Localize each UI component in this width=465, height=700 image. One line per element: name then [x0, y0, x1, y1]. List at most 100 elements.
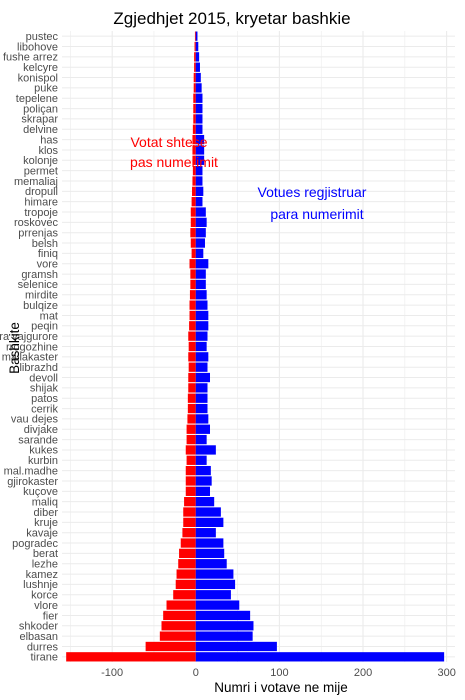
bar-blue [195, 610, 251, 621]
bar-red [183, 517, 196, 528]
bar-red [186, 424, 196, 434]
bar-red [192, 124, 196, 134]
bar-red [175, 579, 196, 590]
y-tick-label: libohove [17, 41, 58, 53]
bar-red [193, 93, 196, 103]
x-tick-label: 0 [193, 667, 199, 679]
x-tick-labels: -100 0 100 200 300 [101, 667, 456, 679]
y-tick-label: kolonje [23, 155, 58, 167]
bar-blue [195, 507, 221, 517]
bar-red [188, 331, 196, 341]
y-tick-label: maliq [32, 496, 58, 508]
bar-blue [195, 465, 211, 476]
bar-red [194, 41, 196, 52]
bar-red [193, 114, 196, 124]
bar-red [191, 197, 196, 207]
bar-blue [195, 497, 215, 507]
y-tick-label: finiq [38, 248, 58, 260]
y-tick-label: fier [43, 610, 59, 622]
bar-blue [195, 310, 209, 321]
y-tick-label: librazhd [19, 362, 58, 374]
annotation-blue-line1: Votues regjistruar [258, 184, 367, 200]
bar-red [188, 362, 196, 372]
y-tick-label: elbasan [19, 631, 58, 643]
y-tick-label: korce [31, 590, 58, 602]
bar-blue [195, 114, 203, 124]
bar-blue [195, 300, 208, 310]
bar-blue [195, 238, 205, 248]
y-axis-title: Bashkite [7, 322, 22, 374]
y-tick-label: shkoder [19, 621, 58, 633]
y-tick-label: kuçove [23, 486, 58, 498]
bar-red [173, 590, 196, 600]
bar-blue [195, 145, 205, 155]
bar-blue [195, 41, 199, 52]
bar-blue [195, 124, 203, 134]
y-tick-label: lushnje [23, 579, 58, 591]
y-tick-label: ura vajgurore [0, 331, 58, 343]
y-tick-label: divjake [24, 424, 58, 436]
y-tick-label: kelcyre [23, 62, 58, 74]
y-tick-label: puke [34, 83, 58, 95]
bar-red [159, 631, 196, 641]
bar-blue [195, 321, 209, 331]
x-axis-title: Numri i votave ne mije [214, 680, 348, 695]
bar-blue [195, 538, 224, 548]
bar-red [161, 621, 196, 631]
bar-red [188, 341, 196, 352]
bar-blue [195, 445, 216, 455]
bar-red [188, 352, 196, 362]
bar-blue [195, 476, 212, 486]
y-tick-label: patos [31, 393, 58, 405]
y-tick-label: pogradec [12, 538, 58, 550]
bar-blue [195, 228, 206, 238]
x-tick-label: 100 [270, 667, 288, 679]
bar-blue [195, 165, 203, 176]
bar-blue [195, 52, 200, 62]
bar-red [194, 52, 196, 62]
y-tick-label: shijak [30, 383, 59, 395]
chart-title: Zgjedhjet 2015, kryetar bashkie [113, 9, 350, 28]
annotation-red-line2: pas numerimit [130, 154, 218, 170]
bar-blue [195, 248, 204, 259]
bar-red [184, 497, 196, 507]
y-tick-label: poliçan [23, 103, 58, 115]
y-tick-label: belsh [32, 238, 58, 250]
bar-red [188, 372, 196, 383]
y-tick-label: tropoje [24, 207, 58, 219]
bar-blue [195, 290, 207, 300]
bar-blue [195, 186, 204, 196]
y-tick-label: memaliaj [14, 176, 58, 188]
bar-red [66, 652, 196, 662]
bar-blue [195, 83, 202, 93]
bar-red [192, 134, 196, 145]
bar-blue [195, 486, 211, 496]
bar-blue [195, 517, 224, 528]
bar-red [190, 238, 196, 248]
y-tick-label: tepelene [16, 93, 58, 105]
bar-blue [195, 424, 211, 434]
bar-blue [195, 217, 207, 228]
annotation-red-line1: Votat shtese [130, 134, 207, 150]
y-tick-label: devoll [29, 372, 58, 384]
bar-red [194, 62, 196, 72]
y-tick-label: rrogozhine [6, 341, 58, 353]
bar-red [187, 393, 196, 403]
y-tick-label: roskovec [14, 217, 59, 229]
bar-red [193, 72, 196, 83]
y-tick-label: skrapar [21, 114, 58, 126]
y-tick-label: kruje [34, 517, 58, 529]
bar-blue [195, 197, 203, 207]
x-tick-label: 300 [437, 667, 455, 679]
bar-red [179, 548, 196, 559]
bar-red [192, 165, 196, 176]
x-tick-label: -100 [101, 667, 123, 679]
bar-blue [195, 72, 201, 83]
bar-blue [195, 579, 236, 590]
bar-red [185, 445, 196, 455]
bar-blue [195, 31, 198, 41]
y-tick-label: fushe arrez [3, 52, 58, 64]
y-tick-label: klos [38, 145, 58, 157]
y-tick-label: permet [24, 165, 58, 177]
